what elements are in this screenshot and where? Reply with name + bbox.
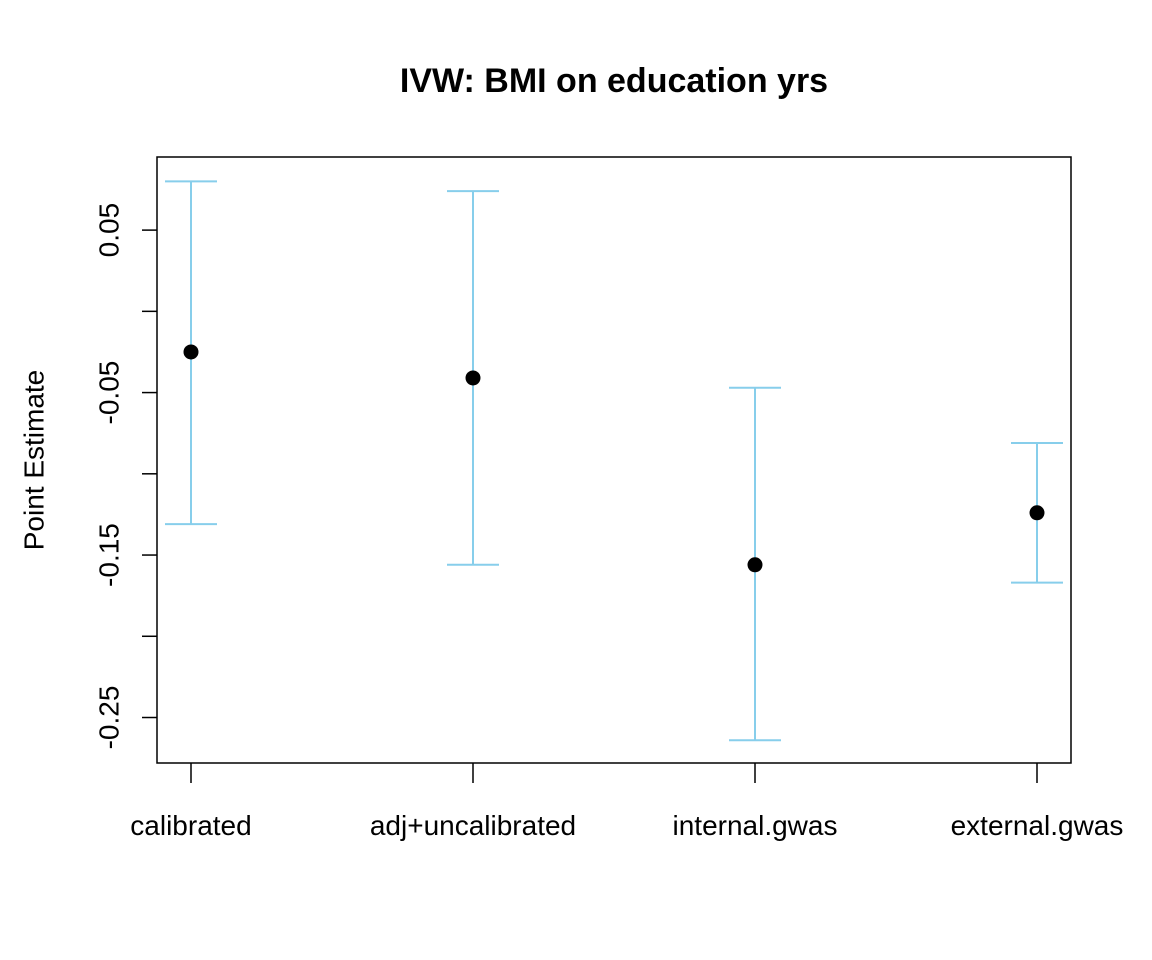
y-axis-title: Point Estimate xyxy=(19,370,50,551)
y-tick-label: -0.15 xyxy=(94,523,125,587)
plot-frame xyxy=(156,156,1072,764)
point-estimate-marker xyxy=(747,557,763,573)
x-tick-label: adj+uncalibrated xyxy=(370,810,576,841)
x-tick-label: calibrated xyxy=(130,810,251,841)
point-estimate-marker xyxy=(465,370,481,386)
x-axis: calibrated adj+uncalibrated internal.gwas e… xyxy=(130,763,1123,841)
y-tick-label: 0.05 xyxy=(94,203,125,258)
error-bars xyxy=(165,180,1063,742)
point-estimate-marker xyxy=(1029,505,1045,521)
y-tick-label: -0.05 xyxy=(94,361,125,425)
point-estimates xyxy=(183,344,1045,573)
chart-title: IVW: BMI on education yrs xyxy=(400,62,828,100)
x-tick-label: internal.gwas xyxy=(673,810,838,841)
point-estimate-marker xyxy=(183,344,199,360)
x-tick-label: external.gwas xyxy=(951,810,1124,841)
y-tick-label: -0.25 xyxy=(94,686,125,750)
y-axis: 0.05 -0.05 -0.15 -0.25 xyxy=(94,203,157,750)
